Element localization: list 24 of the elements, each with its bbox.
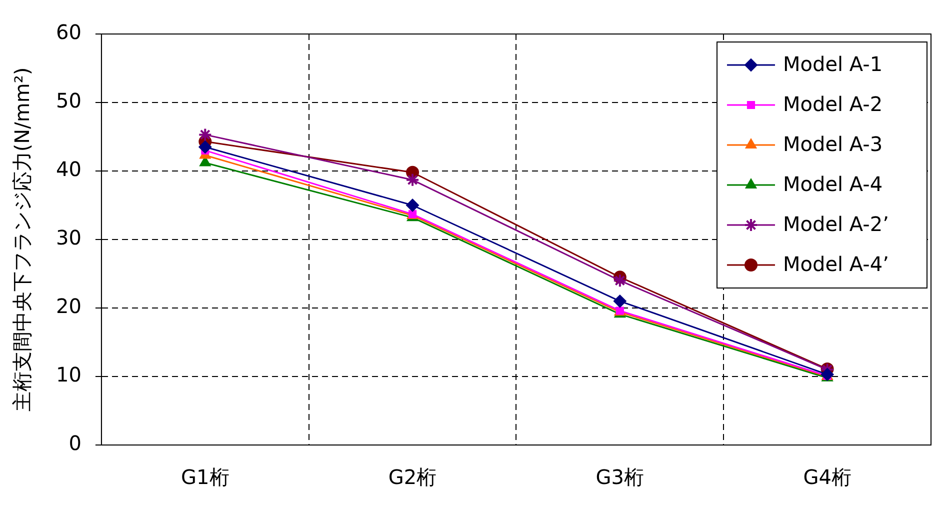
point xyxy=(406,172,420,187)
legend-label: Model A-1 xyxy=(783,52,883,76)
y-tick-label: 40 xyxy=(56,157,82,182)
x-tick-label: G1桁 xyxy=(181,465,230,490)
y-tick-label: 50 xyxy=(56,88,82,113)
y-tick-label: 0 xyxy=(68,431,82,456)
legend-label: Model A-2’ xyxy=(783,212,889,236)
y-tick-label: 60 xyxy=(56,20,82,44)
y-tick-label: 30 xyxy=(56,226,82,250)
point xyxy=(406,198,420,212)
x-tick-label: G4桁 xyxy=(803,465,852,490)
point xyxy=(612,274,627,288)
y-tick-label: 10 xyxy=(56,362,82,387)
point xyxy=(198,140,212,154)
legend-label: Model A-2 xyxy=(783,92,883,116)
y-axis-title: 主桁支間中央下フランジ応力(N/mm²) xyxy=(10,67,34,412)
x-tick-label: G3桁 xyxy=(596,465,644,490)
point xyxy=(198,128,212,142)
legend-label: Model A-4’ xyxy=(783,252,889,276)
y-tick-label: 20 xyxy=(56,294,82,318)
x-tick-label: G2桁 xyxy=(388,465,437,490)
legend-label: Model A-3 xyxy=(783,132,883,156)
point xyxy=(613,294,626,308)
legend-label: Model A-4 xyxy=(783,172,883,196)
